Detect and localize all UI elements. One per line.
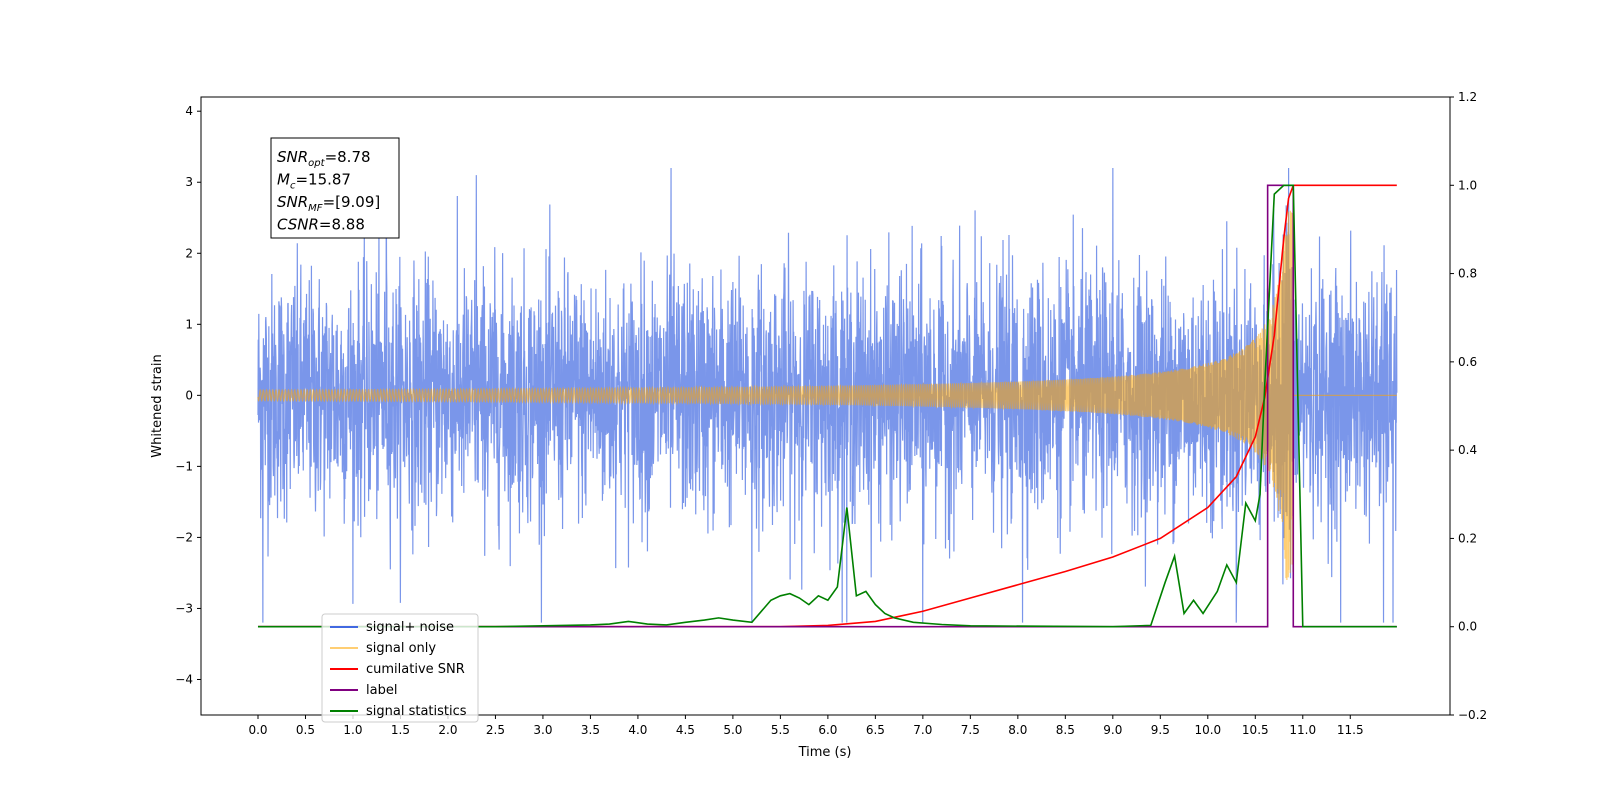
- legend: signal+ noise signal only cumilative SNR la…: [321, 613, 479, 723]
- x-tick-label: 3.5: [581, 723, 600, 737]
- y-tick-label: −1: [175, 459, 193, 473]
- y-tick-label: 3: [185, 175, 193, 189]
- x-tick-label: 1.5: [391, 723, 410, 737]
- x-tick-label: 6.0: [818, 723, 837, 737]
- x-tick-label: 0.5: [296, 723, 315, 737]
- x-axis-label: Time (s): [798, 745, 852, 760]
- x-tick-label: 10.0: [1194, 723, 1221, 737]
- legend-frame: [321, 613, 479, 723]
- x-tick-label: 5.0: [723, 723, 742, 737]
- y2-tick-label: 0.0: [1458, 620, 1477, 634]
- plot-frame: [200, 96, 1451, 716]
- legend-label-signal-statistics: signal statistics: [366, 704, 467, 719]
- x-tick-label: 3.0: [533, 723, 552, 737]
- annotation-line: CSNR=8.88: [277, 216, 365, 234]
- y-tick-label: −2: [175, 530, 193, 544]
- y-tick-label: −3: [175, 601, 193, 615]
- y-tick-label: 4: [185, 104, 193, 118]
- x-tick-label: 5.5: [771, 723, 790, 737]
- legend-label-cumilative-snr: cumilative SNR: [366, 662, 465, 677]
- x-tick-label: 8.5: [1056, 723, 1075, 737]
- y-axis-ticks: −4 −3 −2 −1 0 1 2 3 4: [175, 104, 201, 686]
- x-tick-label: 9.5: [1151, 723, 1170, 737]
- y2-tick-label: 0.2: [1458, 531, 1477, 545]
- x-tick-label: 6.5: [866, 723, 885, 737]
- legend-label-signal-noise: signal+ noise: [366, 620, 454, 635]
- x-tick-label: 7.0: [913, 723, 932, 737]
- series-signal-statistics: [257, 184, 1397, 628]
- y2-tick-label: 0.6: [1458, 355, 1477, 369]
- series-layer: [257, 168, 1398, 628]
- y2-tick-label: 1.2: [1458, 90, 1477, 104]
- x-tick-label: 10.5: [1242, 723, 1269, 737]
- y-tick-label: −4: [175, 672, 193, 686]
- x-axis-ticks: 0.0 0.5 1.0 1.5 2.0 2.5 3.0 3.5 4.0 4.5 5.0 5.5 6.0 6…: [248, 715, 1364, 737]
- x-tick-label: 4.5: [676, 723, 695, 737]
- y2-tick-label: −0.2: [1458, 708, 1487, 722]
- legend-label-signal-only: signal only: [366, 641, 436, 656]
- y2-tick-label: 0.8: [1458, 267, 1477, 281]
- x-tick-label: 4.0: [628, 723, 647, 737]
- legend-label-label: label: [366, 683, 397, 698]
- series-cumilative-snr: [257, 184, 1397, 628]
- annotation-line: SNRMF=[9.09]: [277, 193, 380, 214]
- x-tick-label: 11.5: [1337, 723, 1364, 737]
- series-signal-only: [257, 210, 1397, 580]
- x-tick-label: 2.5: [486, 723, 505, 737]
- x-tick-label: 8.0: [1008, 723, 1027, 737]
- y-tick-label: 1: [185, 317, 193, 331]
- y-axis-label: Whitened strain: [150, 354, 165, 457]
- x-tick-label: 0.0: [248, 723, 267, 737]
- y2-tick-label: 0.4: [1458, 443, 1477, 457]
- annotation-frame: [270, 137, 400, 239]
- x-tick-label: 1.0: [343, 723, 362, 737]
- annotation-line: SNRopt=8.78: [277, 148, 371, 169]
- y2-tick-label: 1.0: [1458, 178, 1477, 192]
- y-tick-label: 2: [185, 246, 193, 260]
- x-tick-label: 2.0: [438, 723, 457, 737]
- x-tick-label: 9.0: [1103, 723, 1122, 737]
- x-tick-label: 7.5: [961, 723, 980, 737]
- annotation-line: Mc=15.87: [277, 171, 351, 192]
- x-tick-label: 11.0: [1289, 723, 1316, 737]
- y-tick-label: 0: [185, 388, 193, 402]
- y2-axis-ticks: −0.2 0.0 0.2 0.4 0.6 0.8 1.0 1.2: [1450, 90, 1487, 722]
